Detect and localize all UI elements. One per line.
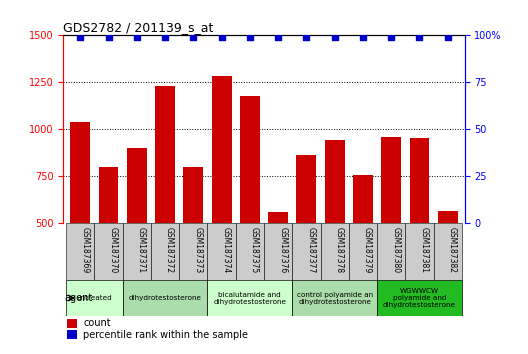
Bar — [297, 155, 316, 316]
Bar — [68, 319, 78, 328]
Text: untreated: untreated — [77, 295, 112, 301]
FancyBboxPatch shape — [208, 223, 235, 280]
Text: GSM187373: GSM187373 — [193, 227, 202, 274]
Point — [331, 34, 339, 40]
FancyBboxPatch shape — [122, 280, 208, 316]
Text: GSM187372: GSM187372 — [165, 227, 174, 273]
Bar — [183, 166, 203, 316]
Bar — [68, 331, 78, 339]
Point — [274, 34, 282, 40]
Text: GDS2782 / 201139_s_at: GDS2782 / 201139_s_at — [63, 21, 214, 34]
Bar — [381, 137, 401, 316]
Bar — [410, 137, 429, 316]
FancyBboxPatch shape — [66, 223, 95, 280]
Text: GSM187375: GSM187375 — [250, 227, 259, 274]
Text: GSM187380: GSM187380 — [391, 227, 400, 273]
Point — [189, 34, 197, 40]
FancyBboxPatch shape — [293, 280, 377, 316]
FancyBboxPatch shape — [433, 223, 462, 280]
Bar — [438, 211, 458, 316]
Point — [302, 34, 310, 40]
Point — [105, 34, 113, 40]
Text: GSM187376: GSM187376 — [278, 227, 287, 274]
FancyBboxPatch shape — [95, 223, 122, 280]
FancyBboxPatch shape — [66, 280, 122, 316]
FancyBboxPatch shape — [179, 223, 208, 280]
FancyBboxPatch shape — [377, 280, 462, 316]
Text: control polyamide an
dihydrotestosterone: control polyamide an dihydrotestosterone — [297, 292, 373, 304]
Text: GSM187381: GSM187381 — [419, 227, 428, 273]
Point — [387, 34, 395, 40]
Bar — [240, 96, 260, 316]
Text: dihydrotestosterone: dihydrotestosterone — [129, 295, 202, 301]
FancyBboxPatch shape — [349, 223, 377, 280]
Text: count: count — [83, 318, 111, 328]
Text: percentile rank within the sample: percentile rank within the sample — [83, 330, 249, 340]
Point — [415, 34, 423, 40]
Bar — [70, 121, 90, 316]
Point — [218, 34, 226, 40]
Bar — [353, 175, 373, 316]
FancyBboxPatch shape — [293, 223, 320, 280]
FancyBboxPatch shape — [208, 280, 293, 316]
Text: GSM187374: GSM187374 — [222, 227, 231, 274]
Text: bicalutamide and
dihydrotestosterone: bicalutamide and dihydrotestosterone — [213, 292, 286, 304]
Text: GSM187382: GSM187382 — [448, 227, 457, 273]
Point — [133, 34, 141, 40]
FancyBboxPatch shape — [264, 223, 293, 280]
Bar — [155, 86, 175, 316]
Text: GSM187379: GSM187379 — [363, 227, 372, 274]
Text: WGWWCW
polyamide and
dihydrotestosterone: WGWWCW polyamide and dihydrotestosterone — [383, 288, 456, 308]
FancyBboxPatch shape — [122, 223, 151, 280]
Text: GSM187370: GSM187370 — [109, 227, 118, 274]
Text: agent: agent — [64, 293, 92, 303]
Bar — [325, 140, 345, 316]
Point — [161, 34, 169, 40]
FancyBboxPatch shape — [320, 223, 349, 280]
Bar — [268, 212, 288, 316]
FancyBboxPatch shape — [377, 223, 406, 280]
Text: GSM187378: GSM187378 — [335, 227, 344, 273]
Point — [444, 34, 452, 40]
Bar — [127, 148, 147, 316]
Text: GSM187371: GSM187371 — [137, 227, 146, 273]
FancyBboxPatch shape — [235, 223, 264, 280]
Bar — [99, 166, 118, 316]
Bar — [212, 76, 231, 316]
FancyBboxPatch shape — [151, 223, 179, 280]
Text: GSM187377: GSM187377 — [306, 227, 315, 274]
FancyBboxPatch shape — [406, 223, 433, 280]
Text: GSM187369: GSM187369 — [80, 227, 89, 274]
Point — [76, 34, 84, 40]
Point — [359, 34, 367, 40]
Point — [246, 34, 254, 40]
